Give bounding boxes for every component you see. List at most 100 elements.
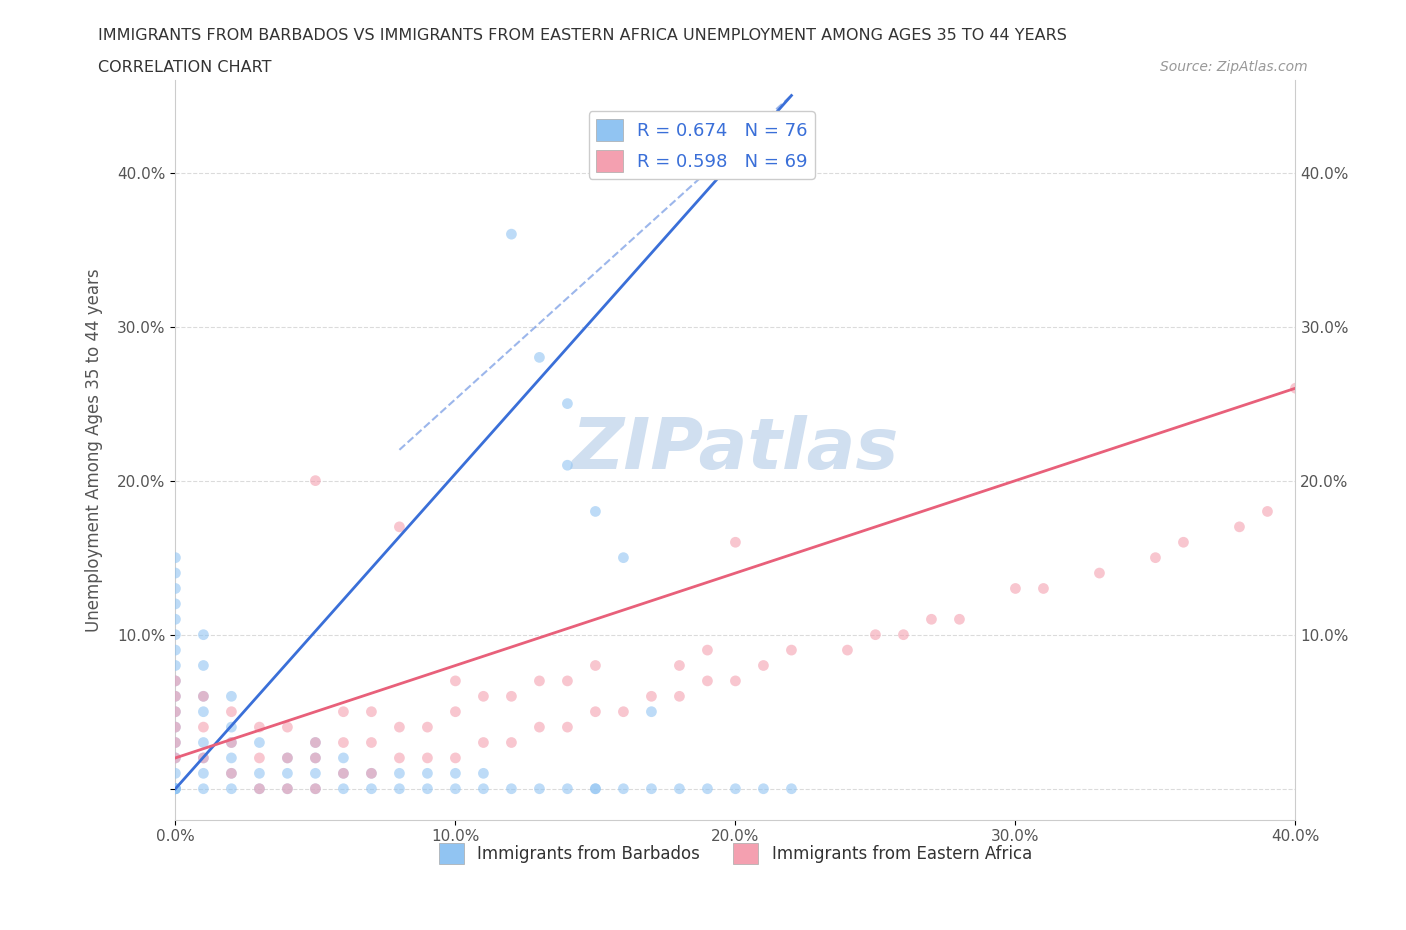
Point: [612, 704, 634, 719]
Point: [1229, 520, 1251, 535]
Point: [221, 689, 243, 704]
Point: [1173, 535, 1195, 550]
Point: [529, 781, 551, 796]
Point: [221, 751, 243, 765]
Point: [640, 704, 662, 719]
Point: [221, 704, 243, 719]
Point: [640, 781, 662, 796]
Point: [696, 673, 718, 688]
Point: [165, 735, 187, 750]
Point: [276, 781, 298, 796]
Point: [221, 720, 243, 735]
Point: [388, 520, 411, 535]
Point: [557, 458, 579, 472]
Point: [193, 781, 215, 796]
Point: [276, 766, 298, 781]
Point: [249, 735, 271, 750]
Y-axis label: Unemployment Among Ages 35 to 44 years: Unemployment Among Ages 35 to 44 years: [86, 268, 103, 631]
Point: [865, 627, 887, 642]
Point: [724, 673, 747, 688]
Point: [360, 704, 382, 719]
Point: [583, 781, 606, 796]
Point: [501, 735, 523, 750]
Point: [165, 689, 187, 704]
Point: [416, 751, 439, 765]
Point: [668, 658, 690, 673]
Point: [165, 643, 187, 658]
Point: [165, 751, 187, 765]
Point: [948, 612, 970, 627]
Point: [165, 551, 187, 565]
Point: [360, 735, 382, 750]
Point: [332, 766, 354, 781]
Point: [249, 766, 271, 781]
Point: [893, 627, 915, 642]
Point: [165, 673, 187, 688]
Point: [193, 689, 215, 704]
Point: [304, 781, 326, 796]
Point: [165, 596, 187, 611]
Point: [1256, 504, 1278, 519]
Point: [444, 673, 467, 688]
Point: [920, 612, 942, 627]
Point: [304, 735, 326, 750]
Point: [1088, 565, 1111, 580]
Point: [1144, 551, 1167, 565]
Point: [165, 658, 187, 673]
Point: [1032, 581, 1054, 596]
Point: [360, 766, 382, 781]
Point: [360, 766, 382, 781]
Point: [193, 627, 215, 642]
Point: [332, 735, 354, 750]
Point: [165, 766, 187, 781]
Point: [583, 781, 606, 796]
Point: [221, 781, 243, 796]
Point: [332, 781, 354, 796]
Point: [557, 673, 579, 688]
Text: CORRELATION CHART: CORRELATION CHART: [98, 60, 271, 75]
Point: [724, 535, 747, 550]
Point: [165, 704, 187, 719]
Point: [193, 735, 215, 750]
Point: [249, 781, 271, 796]
Point: [529, 673, 551, 688]
Point: [696, 781, 718, 796]
Point: [193, 704, 215, 719]
Point: [696, 643, 718, 658]
Point: [388, 751, 411, 765]
Point: [332, 704, 354, 719]
Text: IMMIGRANTS FROM BARBADOS VS IMMIGRANTS FROM EASTERN AFRICA UNEMPLOYMENT AMONG AG: IMMIGRANTS FROM BARBADOS VS IMMIGRANTS F…: [98, 28, 1067, 43]
Point: [612, 551, 634, 565]
Point: [388, 781, 411, 796]
Point: [668, 689, 690, 704]
Point: [501, 227, 523, 242]
Point: [276, 720, 298, 735]
Point: [583, 704, 606, 719]
Point: [388, 766, 411, 781]
Point: [501, 781, 523, 796]
Point: [332, 766, 354, 781]
Point: [193, 766, 215, 781]
Point: [165, 781, 187, 796]
Point: [193, 751, 215, 765]
Point: [416, 781, 439, 796]
Point: [583, 504, 606, 519]
Point: [304, 766, 326, 781]
Point: [444, 781, 467, 796]
Point: [193, 751, 215, 765]
Point: [165, 581, 187, 596]
Point: [780, 781, 803, 796]
Point: [416, 720, 439, 735]
Point: [304, 735, 326, 750]
Point: [668, 781, 690, 796]
Point: [165, 781, 187, 796]
Point: [501, 689, 523, 704]
Point: [165, 720, 187, 735]
Point: [612, 781, 634, 796]
Point: [165, 565, 187, 580]
Point: [221, 766, 243, 781]
Point: [444, 704, 467, 719]
Point: [472, 689, 495, 704]
Point: [165, 781, 187, 796]
Point: [583, 658, 606, 673]
